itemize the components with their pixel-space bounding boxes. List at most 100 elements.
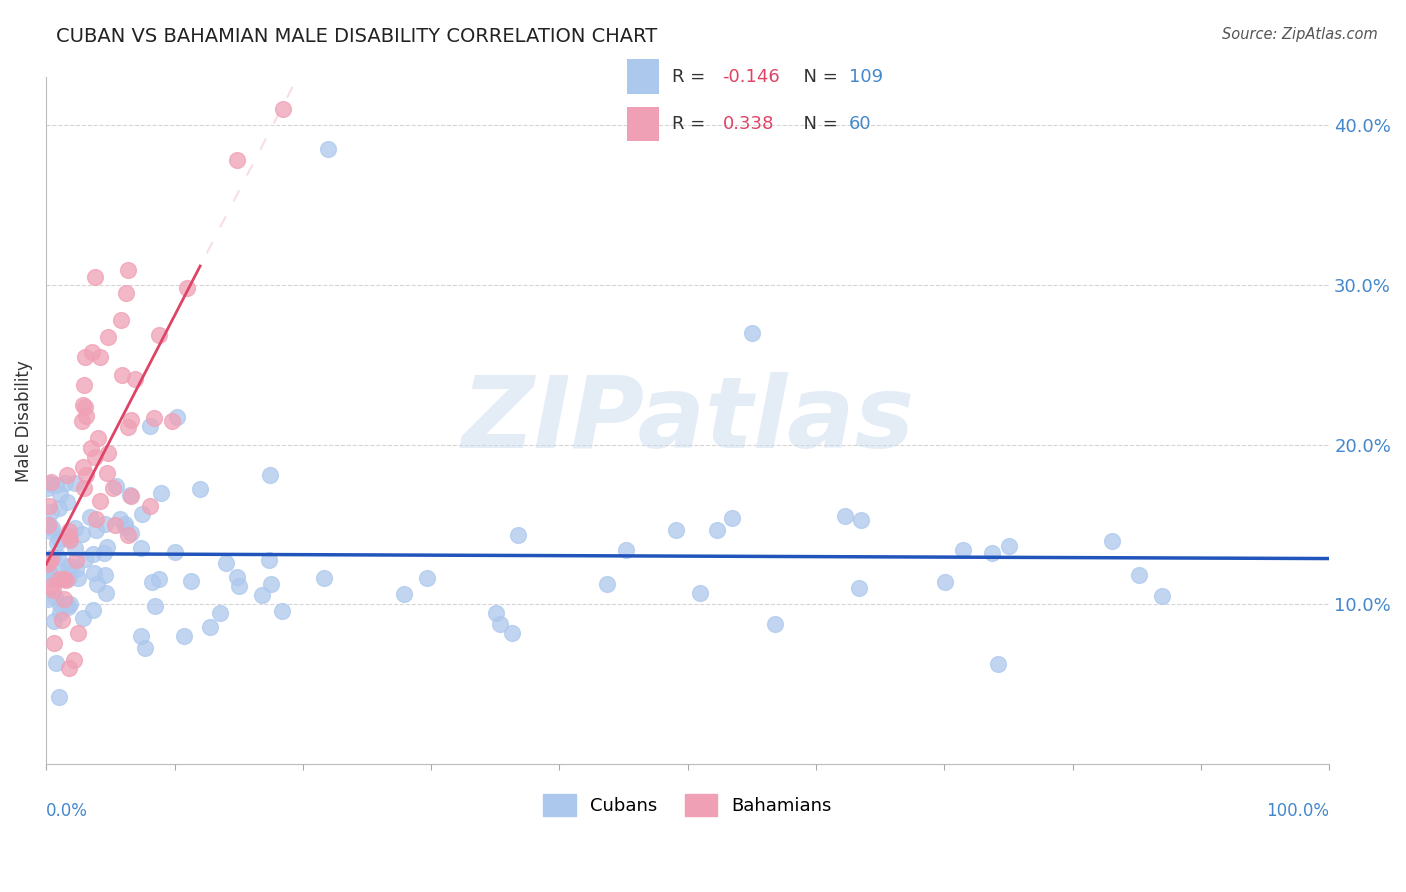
Point bbox=[139, 419, 162, 434]
Point bbox=[314, 570, 336, 584]
Point bbox=[689, 586, 711, 600]
Point bbox=[259, 467, 281, 482]
Point bbox=[981, 546, 1004, 560]
Point bbox=[86, 524, 108, 538]
Point bbox=[998, 539, 1021, 553]
Bar bbox=[627, 59, 659, 95]
Point bbox=[65, 552, 87, 566]
Point bbox=[180, 574, 202, 588]
Point bbox=[58, 599, 80, 614]
Point bbox=[39, 505, 62, 519]
Point bbox=[1128, 567, 1150, 582]
Point bbox=[37, 591, 59, 606]
Point bbox=[70, 414, 93, 428]
Point bbox=[416, 571, 439, 585]
Point bbox=[120, 413, 142, 427]
Point bbox=[51, 613, 73, 627]
Point bbox=[84, 270, 107, 285]
Point bbox=[120, 489, 142, 503]
Point bbox=[176, 281, 198, 295]
Point bbox=[721, 511, 744, 525]
Point bbox=[82, 603, 104, 617]
Point bbox=[39, 552, 62, 566]
Point bbox=[42, 583, 65, 598]
Text: 60: 60 bbox=[849, 115, 872, 133]
Point bbox=[59, 533, 82, 547]
Point bbox=[665, 523, 688, 537]
Point bbox=[110, 313, 132, 327]
Point bbox=[73, 350, 96, 364]
Point bbox=[72, 460, 94, 475]
Point bbox=[41, 475, 63, 489]
Point bbox=[165, 545, 187, 559]
Point bbox=[56, 467, 79, 482]
Point bbox=[80, 344, 103, 359]
Point bbox=[58, 524, 80, 538]
Point bbox=[93, 546, 115, 560]
Point bbox=[96, 541, 118, 555]
Point bbox=[53, 591, 76, 606]
Point bbox=[75, 400, 97, 414]
Point bbox=[129, 541, 152, 555]
Y-axis label: Male Disability: Male Disability bbox=[15, 359, 32, 482]
Point bbox=[75, 467, 97, 482]
Point bbox=[58, 533, 80, 547]
Point bbox=[142, 411, 165, 425]
Point bbox=[37, 518, 59, 533]
Point bbox=[124, 371, 146, 385]
Point bbox=[66, 571, 89, 585]
Point bbox=[131, 507, 153, 521]
Text: -0.146: -0.146 bbox=[723, 68, 780, 86]
Point bbox=[38, 500, 60, 514]
Text: 109: 109 bbox=[849, 68, 883, 86]
Point bbox=[252, 588, 274, 602]
Point bbox=[120, 526, 142, 541]
Point bbox=[37, 481, 59, 495]
Point bbox=[94, 567, 117, 582]
Point bbox=[86, 577, 108, 591]
Point bbox=[72, 398, 94, 412]
Point bbox=[260, 577, 283, 591]
Point bbox=[84, 511, 107, 525]
Point bbox=[49, 487, 72, 501]
Text: R =: R = bbox=[672, 68, 711, 86]
Point bbox=[75, 551, 97, 566]
Point bbox=[56, 495, 79, 509]
Point bbox=[45, 478, 67, 492]
Point bbox=[46, 549, 69, 564]
Point bbox=[44, 591, 66, 605]
Point bbox=[139, 500, 162, 514]
Point bbox=[63, 653, 86, 667]
Point bbox=[215, 556, 238, 570]
Point bbox=[987, 657, 1010, 671]
Point bbox=[271, 103, 294, 117]
Point bbox=[93, 517, 115, 532]
Point bbox=[97, 445, 120, 459]
Point bbox=[488, 617, 510, 632]
Point bbox=[65, 476, 87, 491]
Point bbox=[118, 488, 141, 502]
Point bbox=[39, 524, 62, 539]
Point bbox=[848, 582, 870, 596]
Point bbox=[39, 477, 62, 491]
Point bbox=[934, 575, 956, 590]
Point bbox=[55, 597, 77, 611]
Point bbox=[72, 526, 94, 541]
Point bbox=[55, 574, 77, 588]
Point bbox=[394, 586, 416, 600]
Text: N =: N = bbox=[792, 68, 844, 86]
Point bbox=[952, 543, 974, 558]
Point bbox=[89, 494, 111, 508]
Point bbox=[143, 599, 166, 613]
Point bbox=[55, 475, 77, 490]
Point bbox=[596, 576, 619, 591]
Point bbox=[73, 377, 96, 392]
Point bbox=[117, 527, 139, 541]
Point bbox=[39, 566, 62, 581]
Point bbox=[114, 519, 136, 533]
Point bbox=[67, 626, 90, 640]
Point bbox=[834, 509, 856, 524]
Point bbox=[188, 482, 211, 496]
Point bbox=[45, 656, 67, 670]
Point bbox=[485, 606, 508, 620]
